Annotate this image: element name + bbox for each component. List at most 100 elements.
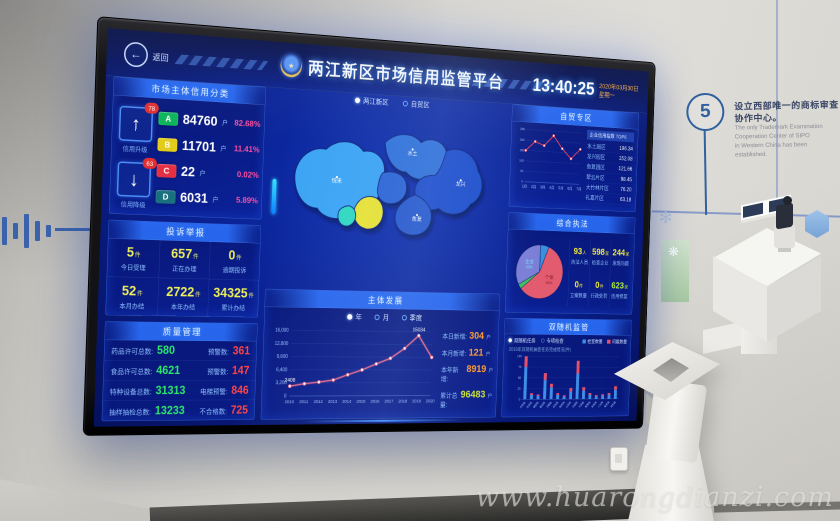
quality-pair: 特种设备总数: 31313 (110, 384, 186, 398)
region-center[interactable] (377, 171, 407, 204)
dev-mode-月[interactable]: 月 (374, 312, 390, 322)
dev-mode-年[interactable]: 年 (347, 312, 362, 322)
enforcement-value: 93人 (573, 246, 587, 257)
svg-text:7月: 7月 (576, 186, 581, 192)
svg-text:民政局: 民政局 (590, 400, 597, 409)
panel-random-inspection: 双随机监管 双随机任务 专项检查 检查数量 问题数量 2019年双随机抽查任务完成情… (501, 317, 632, 418)
radio-dot-icon (374, 314, 380, 320)
grade-badge: D (155, 189, 176, 204)
quality-label: 食品许可总数: (110, 367, 153, 376)
enforcement-stat: 0件 行政处罚 (588, 272, 610, 307)
complaint-value: 657件 (170, 246, 199, 262)
office-chair (774, 224, 795, 248)
development-stat: 本月新增: 121 户 (442, 346, 494, 358)
complaint-label: 今日受理 (120, 263, 146, 272)
milestone-text-en: in Western China has been established. (734, 142, 808, 159)
quality-label: 药品许可总数: (111, 347, 154, 356)
radio-dot-icon (540, 338, 545, 343)
person-figure (776, 202, 793, 230)
svg-text:0: 0 (519, 397, 521, 401)
credit-upgrade-button[interactable]: ↑ 78 (118, 102, 159, 143)
blue-cube (805, 210, 829, 238)
svg-text:4月: 4月 (549, 185, 554, 191)
ftz-item-name: 鱼复园区 (586, 163, 605, 171)
svg-text:2月: 2月 (531, 184, 536, 190)
svg-text:个体: 个体 (545, 274, 554, 281)
ftz-item-value: 63.18 (619, 196, 632, 203)
grade-unit: 户 (212, 195, 219, 204)
svg-text:企业: 企业 (525, 258, 534, 266)
quality-pair: 抽样抽检总数: 13233 (109, 404, 185, 418)
stat-unit: 户 (487, 393, 493, 399)
quality-label: 预警数: (207, 367, 229, 376)
complaint-value: 2722件 (166, 283, 201, 300)
complaint-cell: 657件正在办理 (158, 240, 211, 280)
ftz-list-item[interactable]: 礼嘉片区 63.18 (585, 192, 632, 206)
dashboard: ← 返回 ★ 两江新区市场信用监管平台 13:40:25 2020 年 0 (93, 27, 649, 427)
screen-bezel: ← 返回 ★ 两江新区市场信用监管平台 13:40:25 2020 年 0 (82, 16, 656, 436)
ftz-item-name: 礼嘉片区 (585, 194, 604, 202)
svg-text:2012: 2012 (314, 399, 324, 404)
dev-mode-季度[interactable]: 季度 (401, 313, 423, 323)
complaint-unit: 件 (248, 292, 254, 299)
clock: 13:40:25 2020年03月30日 星期一 (532, 75, 638, 103)
map-area-label: 悦来 (331, 177, 342, 185)
stat-value: 304 (469, 329, 485, 342)
clock-weekday: 星期一 (598, 90, 615, 99)
credit-grade-row: B 11701 户 11.41% (157, 137, 262, 158)
region-west[interactable] (293, 139, 389, 221)
svg-text:商务委: 商务委 (609, 400, 616, 409)
quality-alert-value: 147 (231, 363, 250, 377)
header-decor-stripes (174, 54, 269, 71)
credit-downgrade-button[interactable]: ↓ 63 (116, 157, 158, 198)
ftz-item-value: 196.34 (619, 145, 634, 152)
stat-label: 本日新增: (442, 332, 467, 341)
grade-badge: B (157, 137, 178, 153)
complaint-value: 0件 (228, 247, 242, 263)
enforcement-unit: 人 (582, 250, 587, 256)
quality-value: 4621 (155, 363, 181, 377)
svg-text:200: 200 (520, 138, 525, 142)
map-tab-自贸区[interactable]: 自贸区 (402, 98, 430, 110)
svg-text:150: 150 (519, 148, 524, 152)
development-stat: 本年新增: 8919 户 (441, 363, 494, 384)
region-highlight-teal[interactable] (338, 205, 356, 226)
grade-count: 6031 (179, 189, 209, 206)
stat-unit: 户 (486, 335, 491, 341)
panel-development: 主体发展 年月季度 0 3,200 6,400 9,600 12,800 16,000 20… (260, 288, 501, 420)
ftz-item-name: 水土园区 (587, 143, 606, 151)
svg-text:0: 0 (284, 394, 287, 400)
enforcement-stat: 598家 检查企业 (589, 239, 611, 274)
platform-emblem-icon: ★ (280, 53, 303, 78)
back-button[interactable]: ← 返回 (123, 41, 169, 69)
ftz-item-name: 龙兴园区 (586, 153, 606, 161)
svg-text:生态局: 生态局 (525, 400, 533, 409)
power-outlet (610, 447, 628, 471)
complaint-label: 正在办理 (172, 264, 197, 273)
enforcement-stat: 244家 发现问题 (609, 240, 632, 275)
quality-alert-value: 846 (231, 383, 249, 397)
svg-text:250: 250 (520, 127, 525, 131)
credit-grade-row: D 6031 户 5.89% (155, 189, 260, 209)
quality-label: 电梯预警: (199, 387, 228, 396)
dev-mode-label: 年 (355, 313, 363, 322)
dev-mode-label: 月 (382, 313, 390, 322)
stat-label: 本年新增: (440, 366, 459, 383)
svg-text:人社局: 人社局 (597, 400, 604, 409)
complaint-label: 累计办结 (221, 303, 246, 312)
downgrade-count-badge: 63 (142, 157, 158, 170)
region-north[interactable] (384, 133, 449, 181)
region-east[interactable] (414, 147, 483, 215)
development-stat: 本日新增: 304 户 (442, 329, 494, 342)
quality-alert-value: 361 (232, 344, 251, 357)
panel-quality: 质量管理 药品许可总数: 580 预警数: 361 食品许可总数: 4621 预警数: 147… (101, 321, 258, 422)
ftz-item-name: 翠云片区 (586, 173, 605, 182)
quality-pair: 药品许可总数: 580 (111, 343, 175, 357)
svg-text:公安局: 公安局 (564, 400, 572, 409)
enforcement-label: 立案数量 (569, 292, 587, 299)
panel-complaints: 投诉举报 5件 今日受理 657件 正在办理 0件 逾期投诉 52件 本月办结 2722件 本年办… (105, 219, 262, 318)
grade-unit: 户 (199, 169, 206, 177)
quality-row: 抽样抽检总数: 13233 不合格数: 725 (102, 400, 254, 421)
quality-row: 食品许可总数: 4621 预警数: 147 (103, 360, 256, 381)
